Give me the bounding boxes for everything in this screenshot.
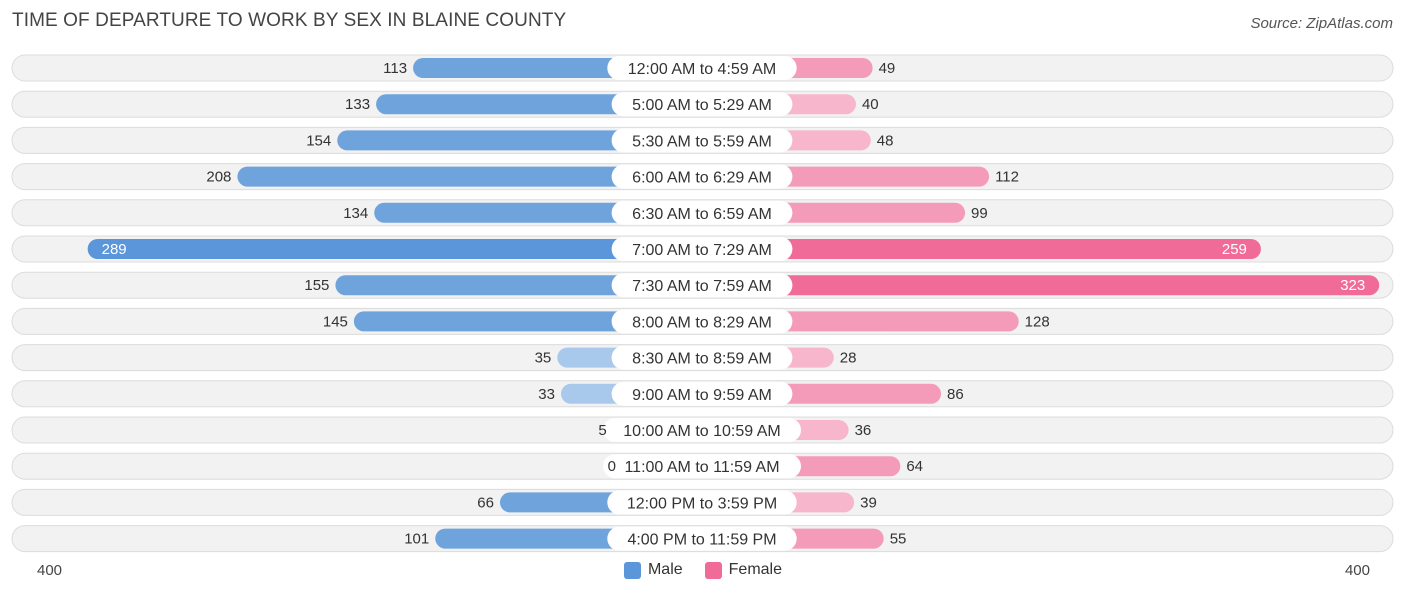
value-label-male: 33 — [538, 386, 555, 403]
value-label-female: 112 — [995, 169, 1019, 186]
bar-female — [702, 275, 1380, 296]
diverging-bar-chart: 12:00 AM to 4:59 AM 113 49 5:00 AM to 5:29 … — [11, 54, 1394, 553]
category-label-bg — [611, 381, 793, 406]
value-label-male: 145 — [323, 313, 348, 330]
category-label: 11:00 AM to 11:59 AM — [624, 459, 779, 476]
value-label-female: 28 — [840, 350, 857, 367]
value-label-male: 113 — [383, 60, 407, 77]
source-label: Source: ZipAtlas.com — [1250, 15, 1393, 32]
value-label-male: 154 — [306, 132, 331, 149]
bar-male — [335, 275, 702, 296]
axis-left-label: 400 — [37, 562, 63, 579]
value-label-female: 36 — [855, 422, 872, 439]
category-label-bg — [611, 128, 793, 153]
category-label: 5:00 AM to 5:29 AM — [632, 97, 772, 114]
category-label: 7:00 AM to 7:29 AM — [632, 242, 772, 259]
category-label-bg — [607, 490, 797, 515]
value-label-male: 0 — [608, 458, 616, 475]
value-label-male: 66 — [477, 494, 494, 511]
category-label: 5:30 AM to 5:59 AM — [632, 133, 772, 150]
category-label-bg — [603, 418, 801, 442]
value-label-male: 133 — [345, 96, 370, 113]
value-label-female: 128 — [1025, 313, 1050, 330]
value-label-female: 55 — [890, 531, 907, 548]
bar-male — [87, 239, 703, 259]
value-label-female: 39 — [860, 494, 877, 511]
category-label: 7:30 AM to 7:59 AM — [632, 278, 772, 295]
category-label-bg — [611, 273, 793, 298]
value-label-female: 64 — [906, 458, 923, 475]
value-label-male: 5 — [598, 422, 606, 439]
category-label: 6:00 AM to 6:29 AM — [632, 170, 772, 187]
value-label-male: 35 — [535, 350, 552, 367]
category-label-bg — [611, 200, 793, 225]
category-label-bg — [611, 309, 793, 334]
value-label-female: 49 — [879, 60, 896, 77]
category-label-bg — [611, 164, 793, 189]
axis-right-label: 400 — [1344, 562, 1370, 579]
legend-label-male: Male — [647, 561, 683, 578]
legend-swatch-male — [623, 561, 641, 579]
category-label: 4:00 PM to 11:59 PM — [627, 532, 776, 549]
bar-male — [337, 130, 702, 151]
category-label: 12:00 AM to 4:59 AM — [628, 61, 777, 78]
value-label-female: 86 — [947, 386, 964, 403]
category-label: 12:00 PM to 3:59 PM — [627, 495, 777, 512]
category-label-bg — [611, 345, 793, 370]
legend-item-female: Female — [704, 561, 783, 579]
legend: Male Female — [0, 561, 1406, 579]
value-label-female: 99 — [971, 205, 988, 222]
value-label-male: 134 — [343, 205, 368, 222]
bar-female — [702, 239, 1261, 259]
legend-label-female: Female — [728, 561, 783, 578]
category-label-bg — [603, 454, 801, 479]
category-label: 8:30 AM to 8:59 AM — [632, 351, 772, 368]
category-label-bg — [607, 526, 797, 551]
value-label-female: 323 — [1340, 277, 1365, 294]
category-label-bg — [611, 237, 793, 261]
value-label-male: 101 — [404, 531, 429, 548]
value-label-female: 48 — [877, 132, 894, 149]
value-label-male: 208 — [206, 169, 231, 186]
bar-male — [237, 166, 702, 187]
category-label-bg — [611, 92, 793, 117]
value-label-female: 259 — [1222, 241, 1247, 258]
value-label-male: 155 — [304, 277, 329, 294]
category-label: 8:00 AM to 8:29 AM — [632, 314, 772, 331]
value-label-male: 289 — [102, 241, 127, 258]
legend-swatch-female — [704, 561, 722, 579]
value-label-female: 40 — [862, 96, 879, 113]
category-label-bg — [607, 56, 797, 80]
category-label: 6:30 AM to 6:59 AM — [632, 206, 772, 223]
chart-title: TIME OF DEPARTURE TO WORK BY SEX IN BLAI… — [12, 10, 567, 31]
legend-item-male: Male — [623, 561, 683, 579]
category-label: 9:00 AM to 9:59 AM — [632, 387, 772, 404]
category-label: 10:00 AM to 10:59 AM — [623, 423, 780, 440]
